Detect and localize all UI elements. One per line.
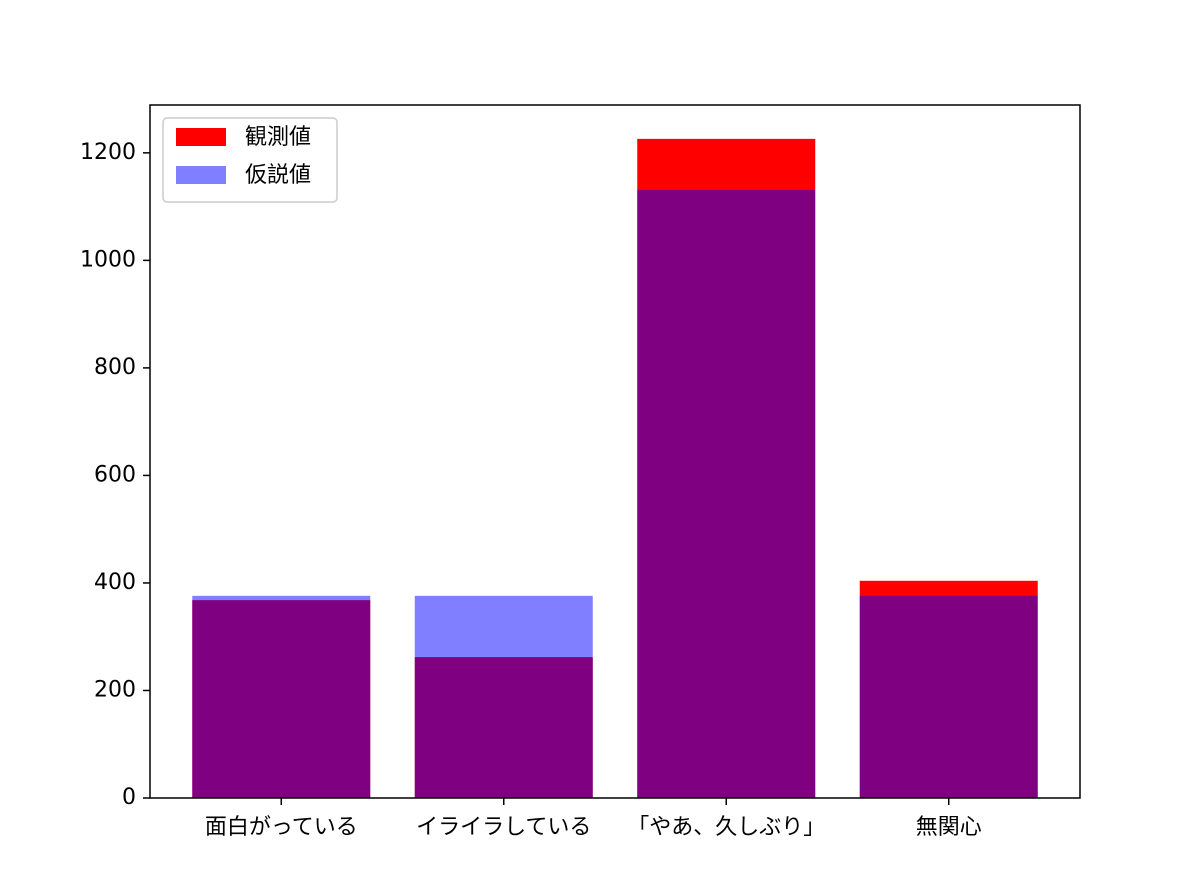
y-tick-label: 400 (94, 570, 136, 595)
x-tick-label: イライラしている (416, 815, 591, 840)
x-tick-label: 「やあ、久しぶり」 (627, 815, 825, 840)
y-tick-label: 800 (94, 355, 136, 380)
bar (637, 189, 816, 798)
bar (192, 595, 371, 798)
legend-swatch (176, 128, 226, 146)
y-tick-label: 0 (122, 785, 136, 810)
legend-label: 仮説値 (245, 163, 311, 188)
y-tick-label: 200 (94, 677, 136, 702)
plot-frame (149, 104, 1081, 799)
legend-swatch (176, 166, 226, 184)
legend-label: 観測値 (245, 125, 311, 150)
y-tick-label: 600 (94, 462, 136, 487)
y-tick-label: 1200 (80, 140, 136, 165)
bar (414, 595, 593, 798)
x-tick-label: 無関心 (916, 815, 982, 840)
y-tick-label: 1000 (80, 247, 136, 272)
x-tick-label: 面白がっている (205, 815, 358, 840)
bar (859, 595, 1038, 798)
